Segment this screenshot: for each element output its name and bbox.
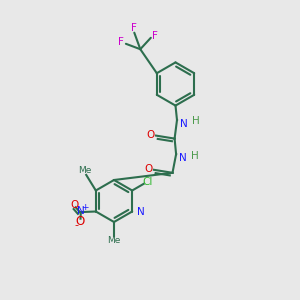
Text: N: N — [180, 118, 188, 129]
Text: N: N — [137, 207, 145, 217]
Text: Me: Me — [78, 166, 92, 175]
Text: +: + — [81, 203, 88, 212]
Text: O: O — [145, 164, 153, 174]
Text: H: H — [191, 151, 199, 161]
Text: -: - — [74, 220, 78, 230]
Text: Me: Me — [107, 236, 121, 245]
Text: H: H — [192, 116, 200, 127]
Text: F: F — [118, 37, 123, 47]
Text: O: O — [76, 215, 85, 228]
Text: Cl: Cl — [142, 177, 152, 187]
Text: F: F — [152, 31, 158, 41]
Text: N: N — [77, 206, 85, 217]
Text: O: O — [71, 200, 79, 211]
Text: N: N — [179, 153, 187, 163]
Text: O: O — [147, 130, 155, 140]
Text: F: F — [131, 23, 137, 33]
